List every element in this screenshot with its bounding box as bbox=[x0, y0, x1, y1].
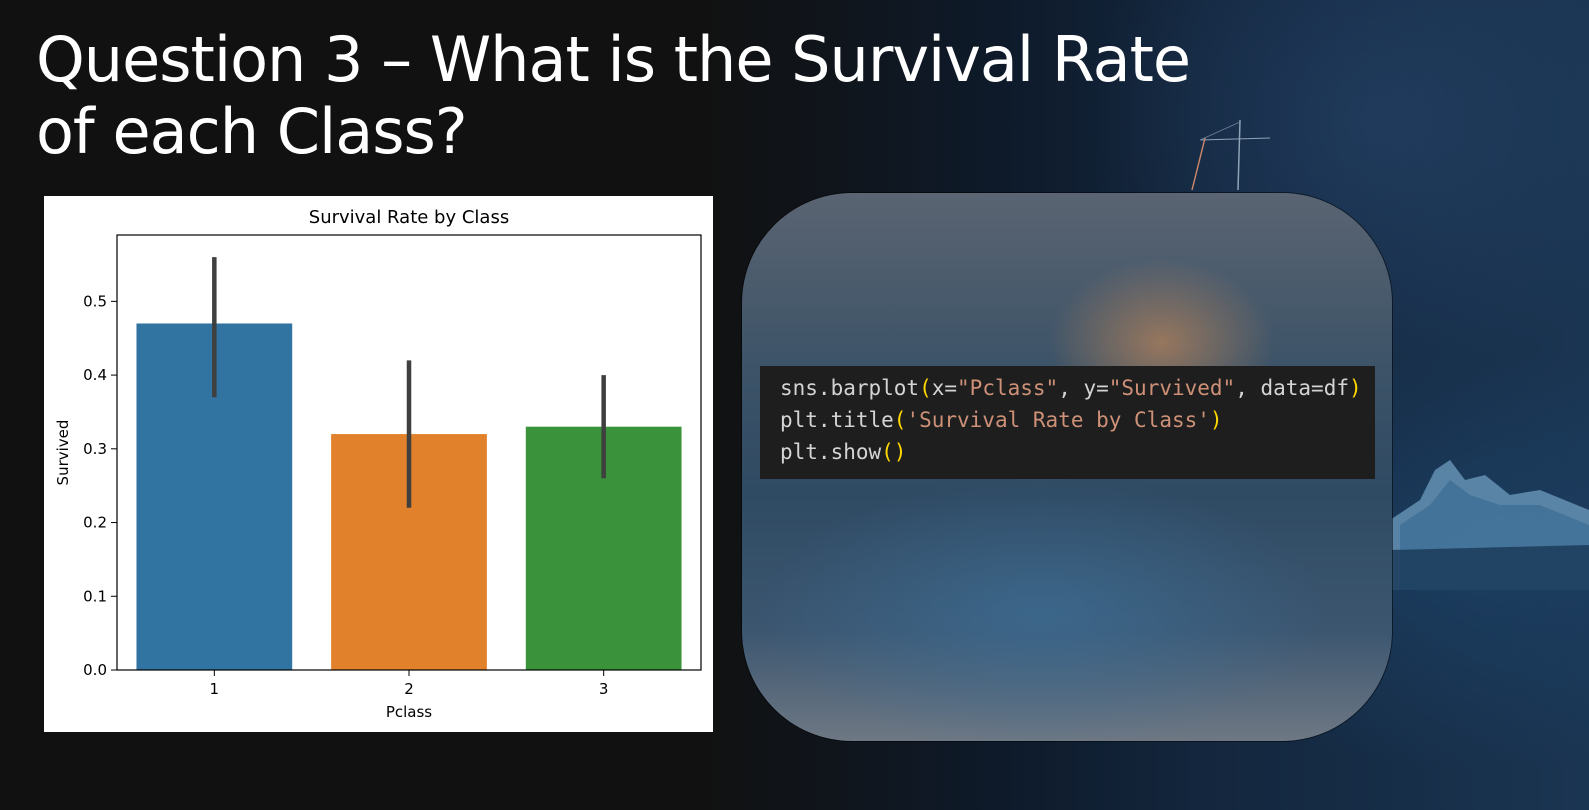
y-axis-label: Survived bbox=[54, 420, 72, 486]
code-string: 'Survival Rate by Class' bbox=[906, 408, 1210, 432]
code-string: "Survived" bbox=[1108, 376, 1236, 400]
y-tick-label: 0.3 bbox=[83, 440, 107, 458]
y-tick-label: 0.1 bbox=[83, 587, 107, 605]
code-text: x= bbox=[931, 376, 958, 400]
code-text: plt.title bbox=[780, 408, 894, 432]
code-paren: ) bbox=[1349, 376, 1362, 400]
x-tick-label: 2 bbox=[404, 680, 414, 698]
code-text: , data=df bbox=[1235, 376, 1349, 400]
x-tick-label: 1 bbox=[210, 680, 220, 698]
iceberg-graphic bbox=[1390, 460, 1589, 590]
ship-mast-graphic bbox=[1191, 119, 1271, 191]
axes-frame bbox=[116, 234, 702, 671]
chart-title: Survival Rate by Class bbox=[309, 207, 509, 228]
code-text: plt.show bbox=[780, 440, 882, 464]
code-block: sns.barplot(x="Pclass", y="Survived", da… bbox=[760, 366, 1375, 479]
code-paren: ( bbox=[919, 376, 932, 400]
y-tick-label: 0.4 bbox=[83, 366, 107, 384]
y-tick-label: 0.5 bbox=[83, 292, 107, 310]
chart-panel: Survival Rate by Class 1 2 3 0.0 0.1 0.2 0.3 0.4… bbox=[44, 196, 713, 732]
slide-title: Question 3 – What is the Survival Rate o… bbox=[36, 23, 1191, 168]
code-line: sns.barplot(x="Pclass", y="Survived", da… bbox=[780, 372, 1375, 404]
code-text: , y= bbox=[1058, 376, 1109, 400]
y-tick-label: 0.2 bbox=[83, 514, 107, 532]
code-line: plt.show() bbox=[780, 436, 1375, 468]
code-paren: ) bbox=[1209, 408, 1223, 432]
survival-bar-chart: Survival Rate by Class 1 2 3 0.0 0.1 0.2 0.3 0.4… bbox=[54, 207, 702, 721]
x-tick-label: 3 bbox=[599, 680, 609, 698]
code-paren: () bbox=[881, 440, 907, 464]
code-string: "Pclass" bbox=[957, 376, 1059, 400]
x-axis-label: Pclass bbox=[386, 703, 432, 721]
code-text: sns.barplot bbox=[780, 376, 920, 400]
y-tick-label: 0.0 bbox=[83, 661, 107, 679]
code-line: plt.title('Survival Rate by Class') bbox=[780, 404, 1375, 436]
code-paren: ( bbox=[893, 408, 907, 432]
